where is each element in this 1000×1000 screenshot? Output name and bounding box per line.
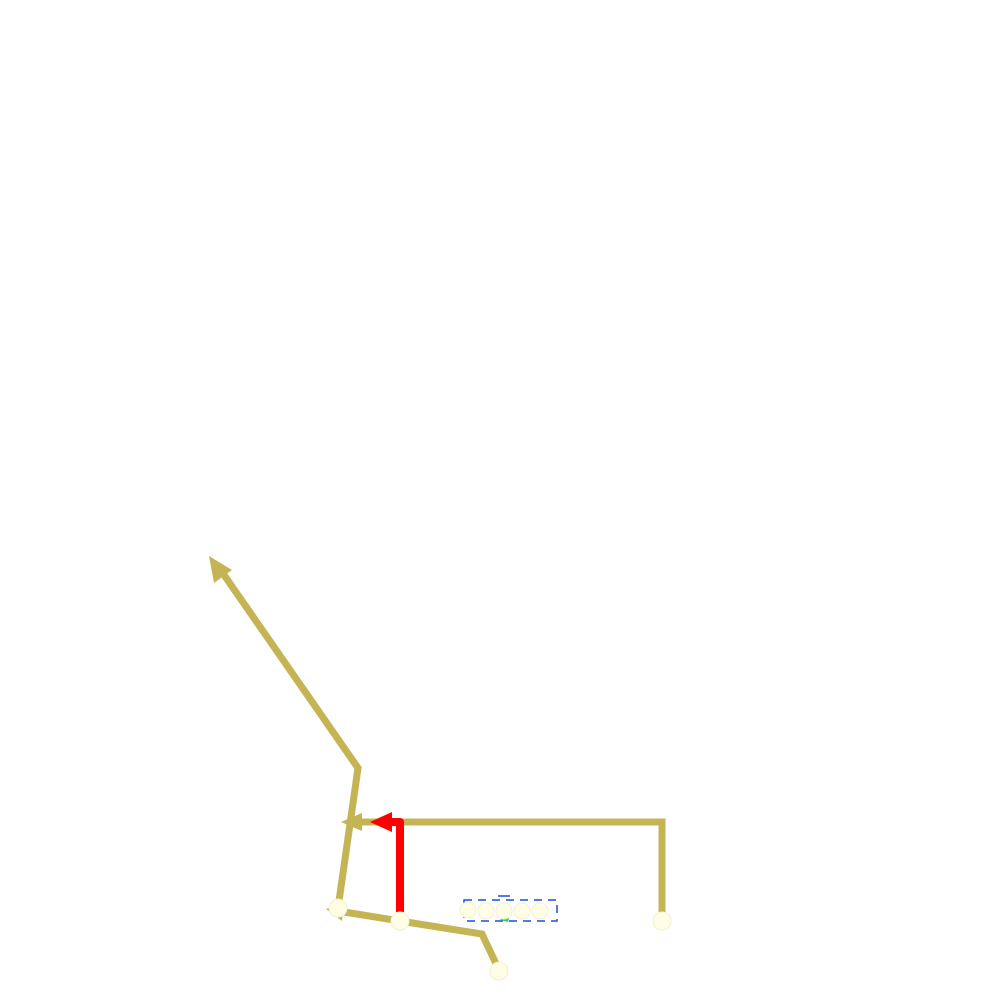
cluster-node-1 bbox=[459, 901, 477, 919]
node-bottom-left bbox=[328, 898, 348, 918]
gold-arrowhead-up-left bbox=[209, 556, 232, 583]
cluster-node-5 bbox=[531, 902, 549, 920]
node-bottom-right bbox=[652, 911, 672, 931]
gold-path-bottom-arrow bbox=[343, 908, 503, 972]
gold-arrowhead-left bbox=[341, 813, 362, 831]
cluster-node-4 bbox=[513, 902, 531, 920]
gold-path-bracket-arrow bbox=[360, 818, 666, 921]
cluster-node-2 bbox=[477, 902, 495, 920]
red-path-arrow bbox=[392, 818, 404, 912]
node-red-start bbox=[390, 911, 410, 931]
cluster-node-3 bbox=[495, 902, 513, 920]
red-arrowhead-left bbox=[370, 812, 392, 832]
node-bottom bbox=[489, 961, 509, 981]
dashed-node-cluster bbox=[459, 895, 558, 922]
gold-path-long-arrow bbox=[219, 570, 362, 909]
